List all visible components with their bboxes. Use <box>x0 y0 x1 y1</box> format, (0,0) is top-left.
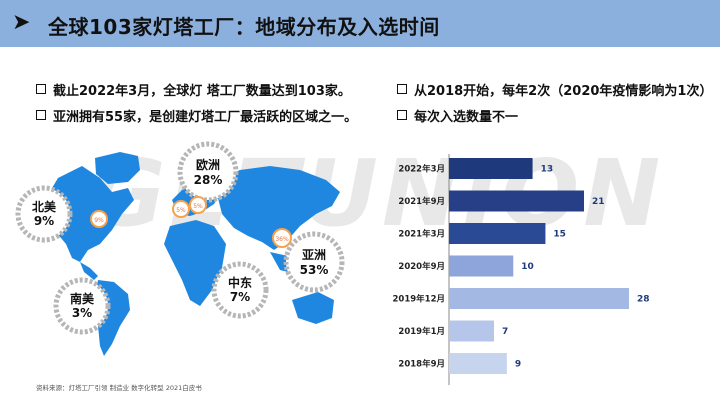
bar <box>449 190 584 212</box>
data-label: 15 <box>553 230 566 240</box>
bar <box>449 255 514 277</box>
north-america-shape <box>46 166 134 262</box>
world-map: 北美 9% 欧洲 28% 南美 3% 中东 7% 亚洲 53% 9% 5% 5%… <box>15 141 345 356</box>
map-marker: 5% <box>172 200 190 218</box>
greenland-shape <box>95 152 140 184</box>
data-label: 13 <box>541 165 554 175</box>
data-label: 10 <box>521 262 534 272</box>
region-badge-middle-east: 中东 7% <box>211 261 269 319</box>
region-badge-north-america: 北美 9% <box>15 185 73 243</box>
region-pct: 3% <box>72 306 92 320</box>
title-bar: ➤ 全球103家灯塔工厂：地域分布及入选时间 <box>0 0 720 47</box>
bar <box>449 288 629 309</box>
africa-shape <box>164 220 226 306</box>
bar-chart: 2022年3月 13 2021年9月 21 2021年3月 15 2020年9月 10 2019… <box>393 154 650 385</box>
bullet-frequency: 从2018开始，每年2次（2020年疫情影响为1次） <box>397 80 712 99</box>
region-name: 欧洲 <box>196 157 220 172</box>
asia-shape <box>214 166 340 250</box>
bullet-text: 截止2022年3月，全球灯 塔工厂数量达到103家。 <box>53 84 351 99</box>
region-badge-europe: 欧洲 28% <box>177 141 239 203</box>
source-note: 资料来源：灯塔工厂引领 制造业 数字化转型 2021白皮书 <box>36 384 202 392</box>
data-label: 7 <box>502 327 508 337</box>
map-marker: 9% <box>90 210 108 228</box>
bullet-text: 从2018开始，每年2次（2020年疫情影响为1次） <box>414 84 713 99</box>
region-pct: 7% <box>230 290 250 304</box>
checkbox-icon <box>397 110 407 120</box>
data-label: 9 <box>515 360 521 370</box>
bullet-text: 每次入选数量不一 <box>414 110 519 125</box>
region-pct: 53% <box>300 263 329 277</box>
region-badge-asia: 亚洲 53% <box>283 231 345 293</box>
bullet-count: 截止2022年3月，全球灯 塔工厂数量达到103家。 <box>36 80 351 99</box>
bar <box>449 353 507 374</box>
category-label: 2021年3月 <box>398 229 445 240</box>
region-name: 中东 <box>228 275 252 290</box>
region-name: 亚洲 <box>302 248 326 262</box>
bullet-asia: 亚洲拥有55家，是创建灯塔工厂最活跃的区域之一。 <box>36 106 357 125</box>
map-marker: 5% <box>189 196 207 214</box>
central-america-shape <box>80 262 98 280</box>
data-label: 21 <box>592 197 605 207</box>
region-pct: 9% <box>34 214 54 228</box>
data-label: 28 <box>637 295 650 305</box>
marker-pct: 5% <box>176 207 186 214</box>
region-name: 北美 <box>32 199 57 214</box>
region-badge-south-america: 南美 3% <box>53 277 111 335</box>
category-label: 2019年12月 <box>393 294 446 305</box>
page-title: 全球103家灯塔工厂：地域分布及入选时间 <box>48 15 440 39</box>
arrow-icon: ➤ <box>12 10 31 35</box>
marker-pct: 36% <box>275 236 289 243</box>
bullet-text: 亚洲拥有55家，是创建灯塔工厂最活跃的区域之一。 <box>53 110 358 125</box>
category-label: 2018年9月 <box>398 359 445 370</box>
region-name: 南美 <box>70 291 95 306</box>
bar <box>449 223 546 244</box>
australia-shape <box>292 292 334 324</box>
bullet-quantity: 每次入选数量不一 <box>397 106 518 125</box>
map-marker: 36% <box>272 228 292 248</box>
checkbox-icon <box>36 110 46 120</box>
category-label: 2021年9月 <box>398 196 445 207</box>
marker-pct: 9% <box>94 217 104 224</box>
region-pct: 28% <box>194 173 223 187</box>
marker-pct: 5% <box>193 203 203 210</box>
category-label: 2020年9月 <box>398 261 445 272</box>
checkbox-icon <box>397 84 407 94</box>
bar <box>449 320 494 342</box>
category-label: 2022年3月 <box>398 164 445 175</box>
category-label: 2019年1月 <box>398 326 445 337</box>
bar <box>449 158 533 179</box>
checkbox-icon <box>36 84 46 94</box>
